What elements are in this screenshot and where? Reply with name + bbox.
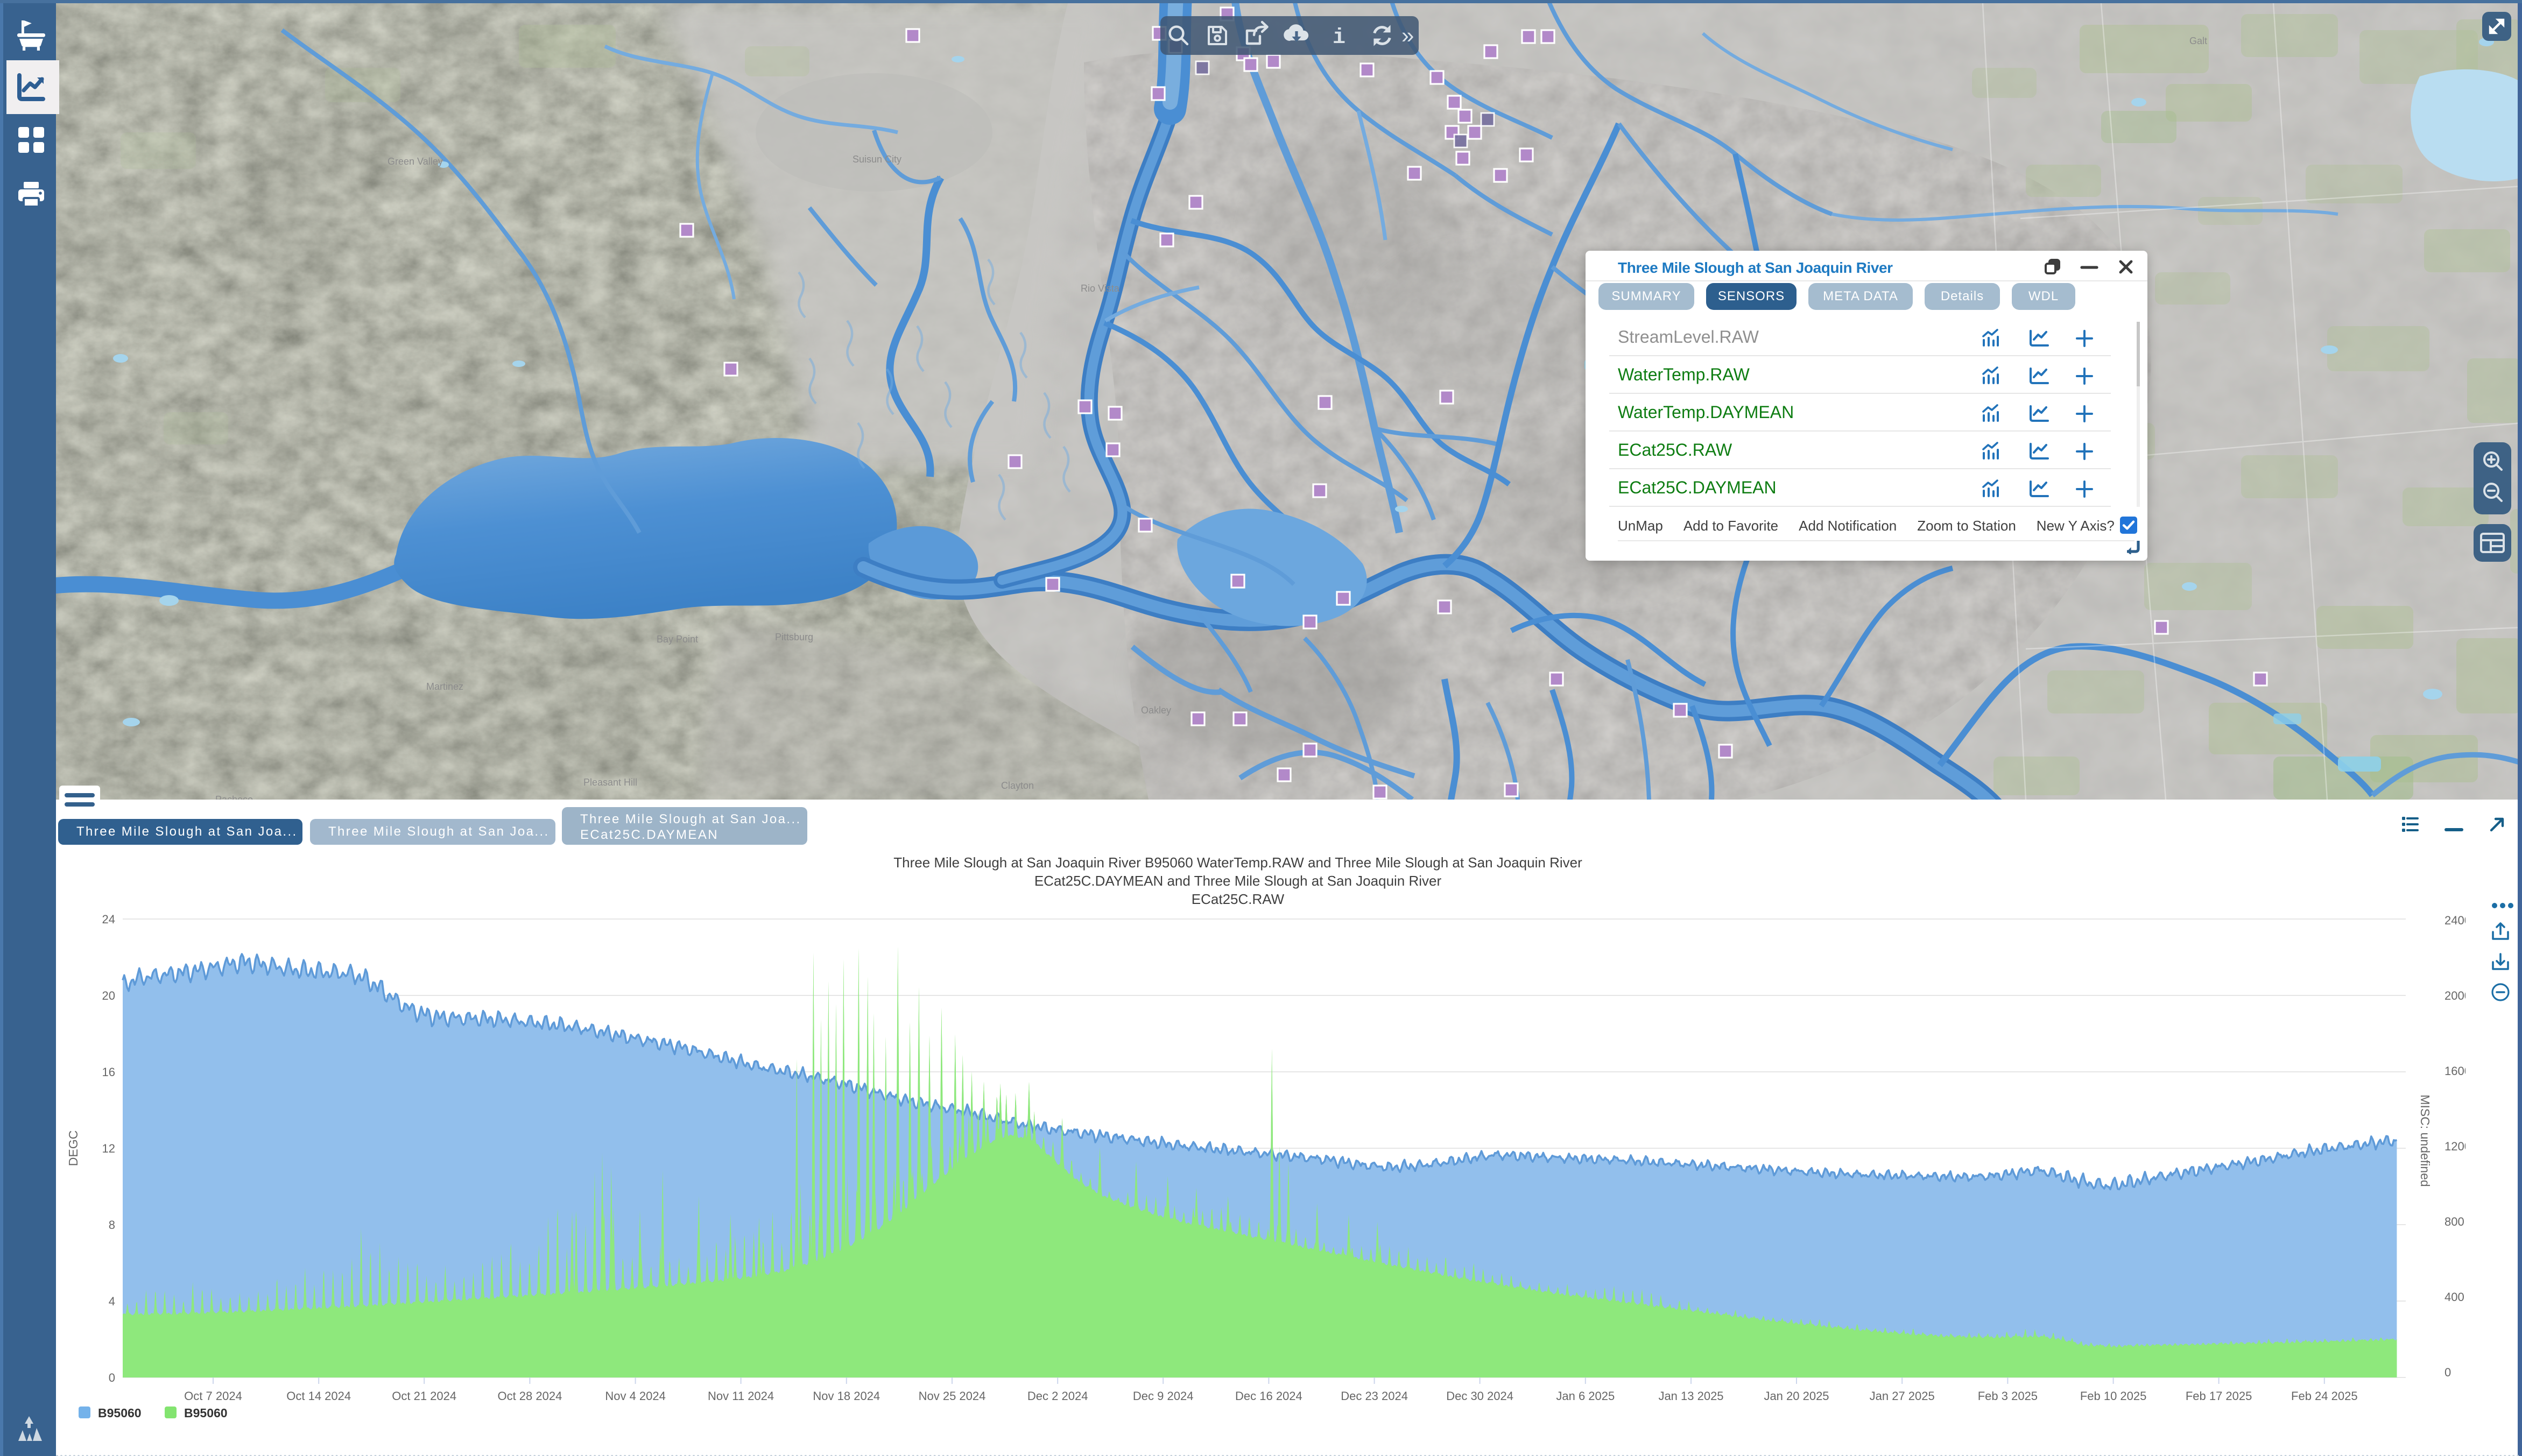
svg-text:Oct 28 2024: Oct 28 2024 (497, 1389, 562, 1403)
svg-text:Jan 20 2025: Jan 20 2025 (1764, 1389, 1829, 1403)
svg-text:0: 0 (109, 1371, 115, 1384)
svg-text:Bay Point: Bay Point (657, 634, 698, 645)
svg-text:i: i (1333, 26, 1345, 50)
svg-text:Galt: Galt (2189, 36, 2207, 46)
svg-text:Feb 17 2025: Feb 17 2025 (2186, 1389, 2252, 1403)
svg-text:Oct 14 2024: Oct 14 2024 (286, 1389, 351, 1403)
svg-text:12: 12 (102, 1142, 115, 1155)
svg-text:Dec 9 2024: Dec 9 2024 (1133, 1389, 1194, 1403)
svg-text:Feb 10 2025: Feb 10 2025 (2080, 1389, 2147, 1403)
svg-text:Jan 13 2025: Jan 13 2025 (1658, 1389, 1723, 1403)
svg-text:Oct 21 2024: Oct 21 2024 (392, 1389, 456, 1403)
svg-text:Nov 25 2024: Nov 25 2024 (919, 1389, 986, 1403)
svg-text:Pittsburg: Pittsburg (775, 632, 813, 642)
svg-text:Nov 4 2024: Nov 4 2024 (605, 1389, 666, 1403)
svg-text:Jan 27 2025: Jan 27 2025 (1870, 1389, 1935, 1403)
svg-text:20: 20 (102, 989, 115, 1002)
svg-text:Oct 7 2024: Oct 7 2024 (184, 1389, 242, 1403)
svg-text:Suisun City: Suisun City (853, 154, 901, 165)
svg-text:Rio Vista: Rio Vista (1081, 283, 1120, 294)
svg-text:Clayton: Clayton (1001, 780, 1034, 791)
svg-text:Dec 23 2024: Dec 23 2024 (1341, 1389, 1408, 1403)
svg-text:4: 4 (109, 1295, 115, 1308)
svg-text:Pacheco: Pacheco (215, 794, 253, 800)
svg-text:24: 24 (102, 913, 115, 926)
svg-text:Dec 2 2024: Dec 2 2024 (1027, 1389, 1088, 1403)
svg-text:Dec 16 2024: Dec 16 2024 (1235, 1389, 1302, 1403)
svg-text:1200: 1200 (2444, 1140, 2471, 1153)
svg-text:Martinez: Martinez (426, 681, 463, 692)
svg-text:2000: 2000 (2444, 989, 2471, 1002)
svg-text:Feb 3 2025: Feb 3 2025 (1978, 1389, 2038, 1403)
svg-text:Nov 18 2024: Nov 18 2024 (813, 1389, 880, 1403)
svg-text:16: 16 (102, 1065, 115, 1079)
svg-text:1600: 1600 (2444, 1064, 2471, 1078)
svg-text:Pleasant Hill: Pleasant Hill (583, 777, 637, 788)
svg-text:400: 400 (2444, 1290, 2464, 1304)
svg-text:B95060: B95060 (98, 1406, 142, 1420)
svg-text:DEGC: DEGC (66, 1130, 80, 1166)
svg-text:0: 0 (2444, 1366, 2451, 1379)
svg-text:8: 8 (109, 1218, 115, 1232)
svg-text:2400: 2400 (2444, 914, 2471, 927)
svg-text:MISC: undefined: MISC: undefined (2418, 1094, 2432, 1186)
svg-text:B95060: B95060 (184, 1406, 228, 1420)
svg-text:»: » (1401, 23, 1414, 48)
svg-text:800: 800 (2444, 1215, 2464, 1228)
svg-text:Nov 11 2024: Nov 11 2024 (708, 1389, 774, 1403)
svg-text:Oakley: Oakley (1141, 705, 1171, 716)
svg-text:Feb 24 2025: Feb 24 2025 (2291, 1389, 2358, 1403)
svg-text:Green Valley: Green Valley (388, 156, 443, 167)
svg-text:Dec 30 2024: Dec 30 2024 (1446, 1389, 1513, 1403)
svg-text:Jan 6 2025: Jan 6 2025 (1556, 1389, 1615, 1403)
